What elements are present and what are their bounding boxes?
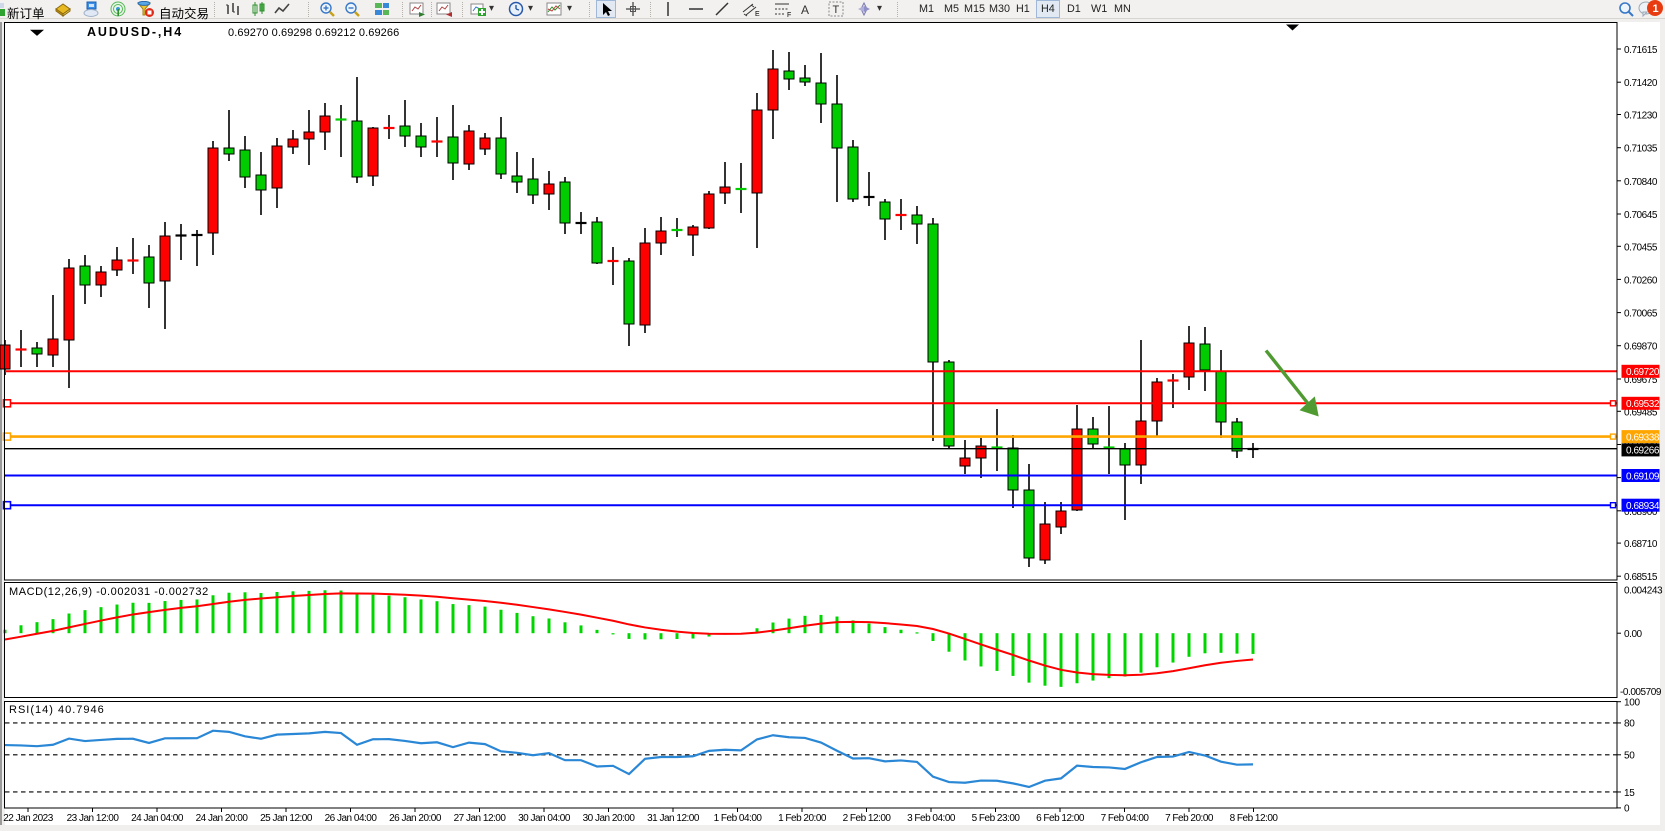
svg-text:F: F (787, 12, 791, 17)
svg-text:0.69338: 0.69338 (1626, 432, 1660, 443)
svg-text:-0.005709: -0.005709 (1620, 687, 1662, 698)
svg-text:0.70455: 0.70455 (1624, 242, 1658, 253)
svg-text:AUDUSD-,H4: AUDUSD-,H4 (87, 25, 183, 39)
svg-text:0.71035: 0.71035 (1624, 144, 1658, 155)
svg-text:0.69532: 0.69532 (1626, 399, 1660, 410)
svg-text:0.71230: 0.71230 (1624, 111, 1658, 122)
svg-text:50: 50 (1624, 751, 1635, 762)
svg-text:30 Jan 20:00: 30 Jan 20:00 (583, 813, 636, 824)
svg-text:27 Jan 12:00: 27 Jan 12:00 (454, 813, 507, 824)
svg-text:24 Jan 04:00: 24 Jan 04:00 (131, 813, 184, 824)
svg-text:0.00: 0.00 (1624, 629, 1643, 640)
svg-text:80: 80 (1624, 719, 1635, 730)
svg-text:8 Feb 12:00: 8 Feb 12:00 (1230, 813, 1279, 824)
svg-text:6 Feb 12:00: 6 Feb 12:00 (1036, 813, 1085, 824)
svg-text:0.69675: 0.69675 (1624, 375, 1658, 386)
svg-text:22 Jan 2023: 22 Jan 2023 (3, 813, 53, 824)
svg-text:30 Jan 04:00: 30 Jan 04:00 (518, 813, 571, 824)
svg-text:31 Jan 12:00: 31 Jan 12:00 (647, 813, 700, 824)
svg-text:0.71420: 0.71420 (1624, 78, 1658, 89)
svg-text:MACD(12,26,9) -0.002031 -0.002: MACD(12,26,9) -0.002031 -0.002732 (9, 586, 209, 598)
svg-text:RSI(14) 40.7946: RSI(14) 40.7946 (9, 704, 105, 716)
svg-text:0.68710: 0.68710 (1624, 539, 1658, 550)
svg-text:0.69870: 0.69870 (1624, 342, 1658, 353)
svg-text:26 Jan 20:00: 26 Jan 20:00 (389, 813, 442, 824)
svg-text:1 Feb 20:00: 1 Feb 20:00 (778, 813, 827, 824)
svg-text:100: 100 (1624, 698, 1641, 709)
svg-text:0.69485: 0.69485 (1624, 407, 1658, 418)
svg-text:0.69720: 0.69720 (1626, 367, 1660, 378)
svg-text:23 Jan 12:00: 23 Jan 12:00 (67, 813, 120, 824)
svg-text:0.69266: 0.69266 (1626, 446, 1660, 457)
svg-text:2 Feb 12:00: 2 Feb 12:00 (843, 813, 892, 824)
svg-text:T: T (833, 4, 840, 16)
svg-text:1 Feb 04:00: 1 Feb 04:00 (714, 813, 763, 824)
svg-text:E: E (755, 11, 760, 17)
svg-text:0.69109: 0.69109 (1626, 471, 1660, 482)
svg-text:0.004243: 0.004243 (1624, 585, 1663, 596)
svg-text:26 Jan 04:00: 26 Jan 04:00 (325, 813, 378, 824)
svg-text:0.68515: 0.68515 (1624, 572, 1658, 583)
svg-text:0.70065: 0.70065 (1624, 309, 1658, 320)
svg-text:3 Feb 04:00: 3 Feb 04:00 (907, 813, 956, 824)
svg-text:5 Feb 23:00: 5 Feb 23:00 (972, 813, 1021, 824)
svg-text:0.69270 0.69298 0.69212 0.6926: 0.69270 0.69298 0.69212 0.69266 (228, 27, 399, 39)
svg-text:0.68900: 0.68900 (1624, 507, 1658, 518)
svg-text:24 Jan 20:00: 24 Jan 20:00 (196, 813, 249, 824)
svg-text:0.70260: 0.70260 (1624, 275, 1658, 286)
svg-text:15: 15 (1624, 788, 1635, 799)
svg-text:0.70840: 0.70840 (1624, 177, 1658, 188)
svg-text:25 Jan 12:00: 25 Jan 12:00 (260, 813, 313, 824)
svg-text:0.71615: 0.71615 (1624, 45, 1658, 56)
svg-text:7 Feb 20:00: 7 Feb 20:00 (1165, 813, 1214, 824)
svg-text:0.68934: 0.68934 (1626, 501, 1660, 512)
svg-text:7 Feb 04:00: 7 Feb 04:00 (1101, 813, 1150, 824)
svg-text:1: 1 (1653, 3, 1659, 15)
svg-text:0.70645: 0.70645 (1624, 210, 1658, 221)
svg-text:0: 0 (1624, 804, 1630, 815)
